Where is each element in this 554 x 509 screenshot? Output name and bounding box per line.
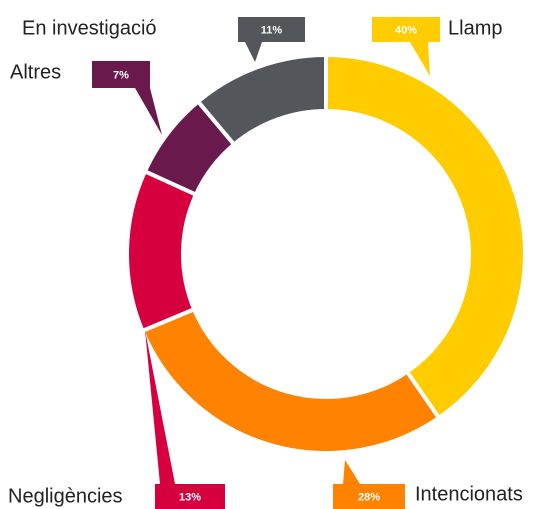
value-label: 13% [179,491,201,503]
donut-segment [195,52,328,148]
value-label: 40% [395,24,417,36]
donut-segment [139,306,442,455]
callout-box [155,484,225,509]
callout-pointer [135,88,162,135]
category-label: Llamp [448,17,502,39]
callout-box [372,17,440,42]
callout-pointer [410,42,430,76]
category-label: Intencionats [415,483,523,505]
callout-box [92,61,150,88]
category-label: Negligències [8,485,123,507]
callout-box [238,17,305,42]
donut-segment [125,168,199,334]
category-label: Altres [10,61,61,83]
category-label: En investigació [22,17,157,39]
callout-pointer [245,42,262,62]
donut-segment [324,52,527,421]
callout-pointer [343,460,360,484]
callout-pointer [145,330,175,484]
value-label: 28% [358,491,380,503]
value-label: 7% [113,69,129,81]
value-label: 11% [261,24,283,36]
callout-box [333,484,405,509]
